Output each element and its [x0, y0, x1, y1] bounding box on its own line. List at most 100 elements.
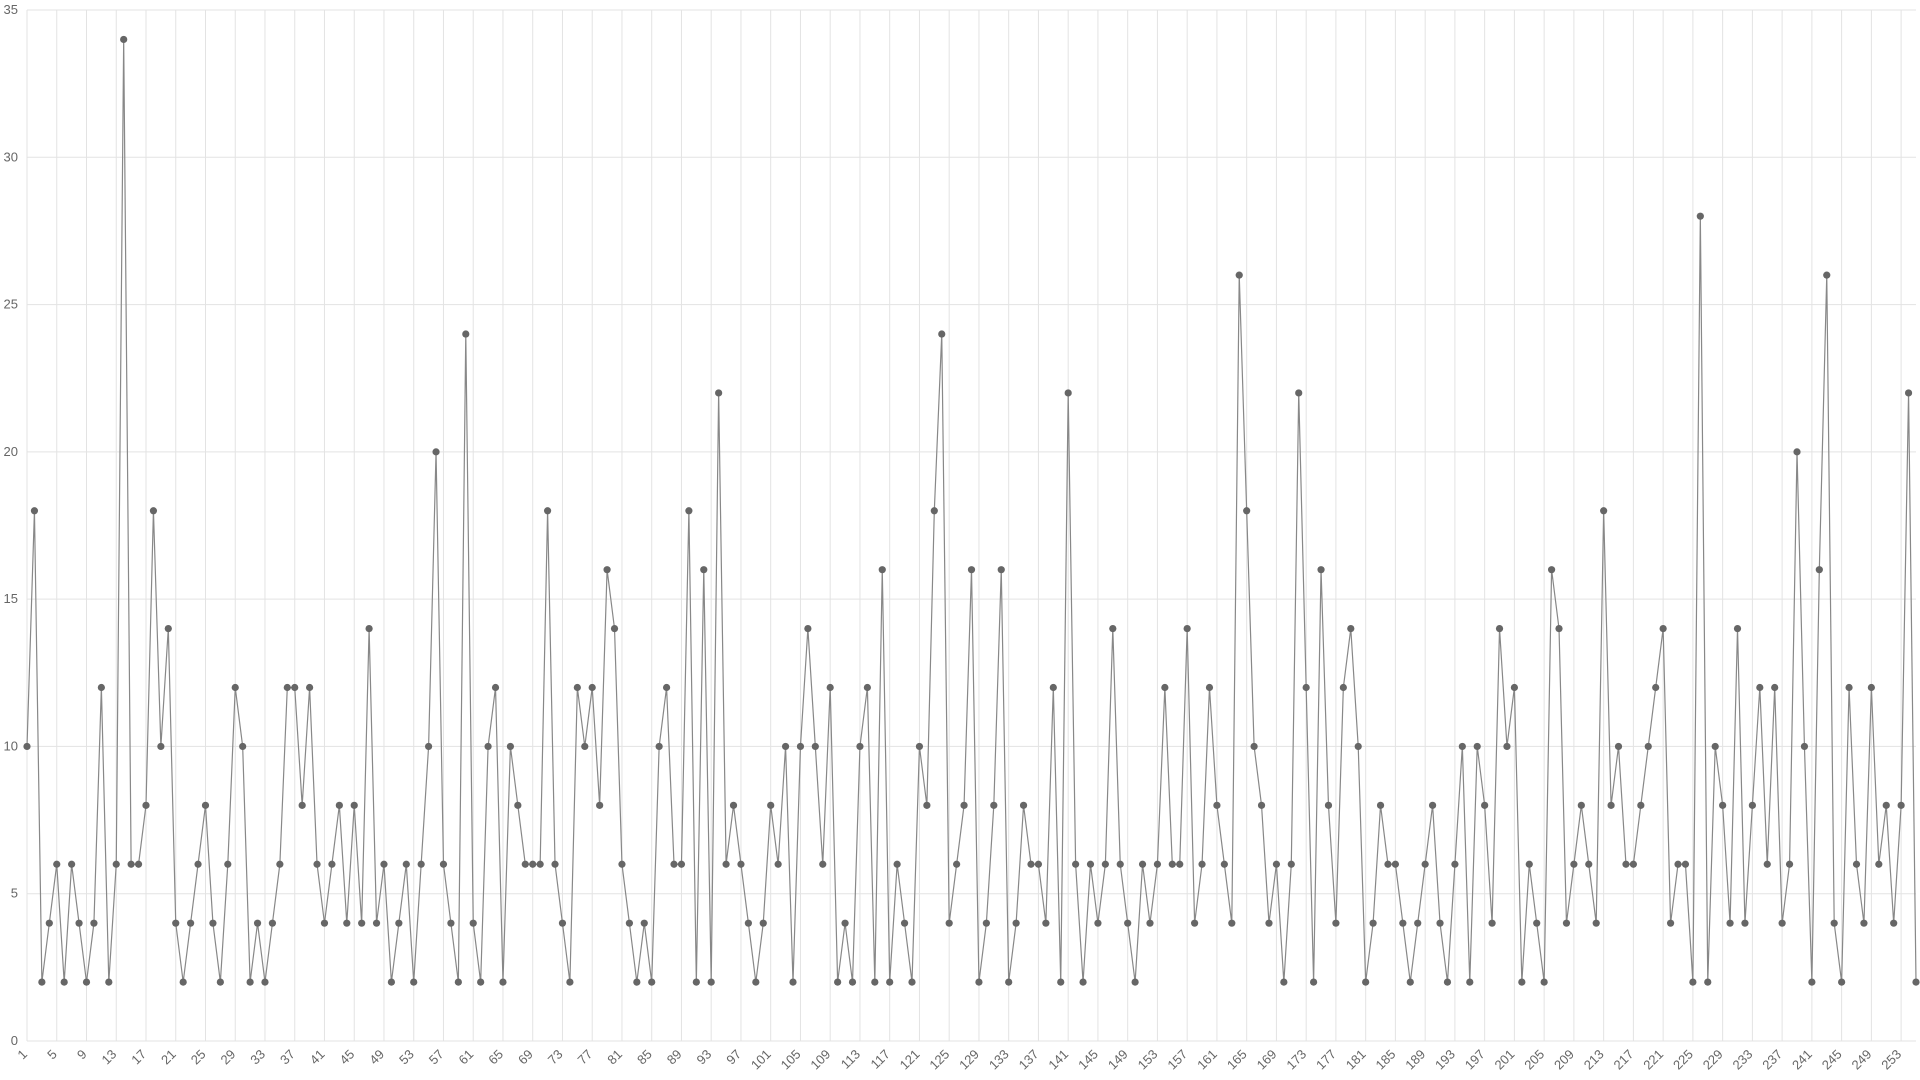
- data-point: [1250, 742, 1258, 751]
- data-point: [863, 683, 871, 692]
- x-tick-label: 17: [128, 1047, 149, 1068]
- data-point: [320, 919, 329, 927]
- x-tick-label: 101: [748, 1047, 774, 1073]
- data-point: [350, 801, 358, 809]
- data-point: [1391, 860, 1400, 868]
- data-point: [737, 860, 745, 868]
- data-point: [1436, 919, 1444, 927]
- data-point: [1890, 919, 1898, 927]
- data-point: [744, 919, 752, 927]
- data-point: [1674, 860, 1682, 868]
- x-tick-label: 49: [366, 1047, 387, 1068]
- data-point: [75, 919, 83, 927]
- data-point: [1466, 978, 1474, 986]
- data-point: [1005, 978, 1013, 986]
- data-point: [1064, 389, 1072, 397]
- data-point: [1897, 801, 1905, 809]
- data-point: [893, 860, 901, 868]
- data-point: [1904, 389, 1913, 397]
- data-point: [1867, 683, 1875, 692]
- x-tick-label: 193: [1432, 1047, 1458, 1073]
- series-line: [26, 39, 1917, 983]
- data-point: [752, 978, 760, 986]
- data-point: [1696, 212, 1704, 220]
- data-point: [781, 742, 790, 751]
- y-tick-label: 30: [4, 149, 18, 164]
- data-point: [1547, 566, 1556, 574]
- data-point: [625, 919, 634, 927]
- data-point: [1138, 860, 1147, 868]
- x-tick-label: 81: [604, 1047, 625, 1068]
- x-tick-label: 13: [99, 1047, 120, 1068]
- data-point: [1592, 919, 1600, 927]
- data-point: [804, 625, 812, 633]
- data-point: [491, 683, 500, 692]
- data-point: [1689, 978, 1697, 986]
- data-point: [1302, 683, 1310, 692]
- x-tick-label: 53: [396, 1047, 417, 1068]
- data-point: [1280, 978, 1288, 986]
- data-point: [997, 566, 1005, 574]
- data-point: [581, 742, 589, 751]
- x-tick-label: 117: [868, 1047, 893, 1072]
- data-point: [380, 860, 388, 868]
- data-point: [1540, 978, 1548, 986]
- data-point: [1600, 507, 1608, 515]
- data-point: [164, 625, 172, 633]
- data-point: [1027, 860, 1035, 868]
- x-tick-label: 93: [693, 1047, 714, 1068]
- data-point: [1072, 860, 1080, 868]
- data-point: [1042, 919, 1050, 927]
- x-tick-label: 109: [807, 1047, 833, 1073]
- data-point: [1518, 978, 1526, 986]
- y-tick-label: 25: [4, 297, 18, 312]
- data-point: [283, 683, 291, 692]
- data-point: [1852, 860, 1861, 868]
- data-point: [774, 860, 782, 868]
- data-point: [246, 978, 254, 986]
- data-point: [1272, 860, 1281, 868]
- data-point: [1510, 683, 1518, 692]
- data-point: [1800, 742, 1809, 751]
- data-point: [982, 919, 990, 927]
- y-tick-label: 15: [4, 591, 18, 606]
- data-point: [209, 919, 217, 927]
- data-point: [1168, 860, 1176, 868]
- x-tick-label: 213: [1581, 1047, 1607, 1073]
- x-tick-label: 185: [1373, 1047, 1399, 1073]
- data-point: [402, 860, 410, 868]
- y-tick-label: 0: [11, 1033, 18, 1048]
- data-point: [826, 683, 834, 692]
- data-point: [82, 978, 91, 986]
- data-point: [1347, 625, 1355, 633]
- data-point: [975, 978, 983, 986]
- data-point: [1176, 860, 1184, 868]
- x-tick-label: 229: [1700, 1047, 1726, 1073]
- data-point: [454, 978, 462, 986]
- x-tick-label: 97: [723, 1047, 744, 1068]
- data-point: [923, 801, 931, 809]
- data-point: [1191, 919, 1199, 927]
- data-point: [499, 978, 507, 986]
- data-point: [142, 801, 150, 809]
- data-point: [1243, 507, 1251, 515]
- data-point: [1748, 801, 1756, 809]
- data-point: [1629, 860, 1637, 868]
- data-point: [112, 860, 120, 868]
- data-point: [417, 860, 425, 868]
- data-point: [447, 919, 455, 927]
- data-point: [127, 860, 135, 868]
- x-tick-label: 45: [337, 1047, 358, 1068]
- x-tick-label: 9: [74, 1047, 90, 1063]
- x-tick-label: 69: [515, 1047, 536, 1068]
- x-tick-label: 209: [1551, 1047, 1577, 1073]
- data-point: [30, 507, 39, 515]
- data-point: [1785, 860, 1794, 868]
- x-tick-label: 25: [188, 1047, 209, 1068]
- x-tick-label: 201: [1492, 1047, 1518, 1073]
- data-point: [900, 919, 909, 927]
- data-point: [1287, 860, 1295, 868]
- x-tick-label: 245: [1819, 1047, 1845, 1073]
- data-point: [618, 860, 626, 868]
